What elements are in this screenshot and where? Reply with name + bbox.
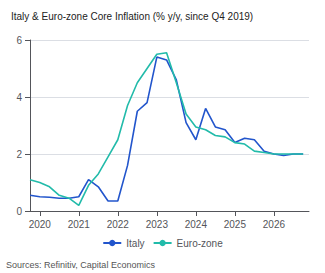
- svg-text:2022: 2022: [107, 219, 130, 230]
- svg-text:2021: 2021: [68, 219, 91, 230]
- svg-text:2024: 2024: [185, 219, 208, 230]
- svg-text:2025: 2025: [224, 219, 247, 230]
- svg-text:Italy & Euro-zone Core Inflati: Italy & Euro-zone Core Inflation (% y/y,…: [11, 11, 253, 22]
- svg-text:Euro-zone: Euro-zone: [177, 238, 224, 249]
- svg-text:2020: 2020: [29, 219, 52, 230]
- svg-text:2: 2: [16, 149, 22, 160]
- svg-text:2023: 2023: [146, 219, 169, 230]
- svg-text:2026: 2026: [263, 219, 286, 230]
- svg-text:0: 0: [16, 206, 22, 217]
- svg-text:4: 4: [16, 92, 22, 103]
- svg-text:Italy: Italy: [126, 238, 144, 249]
- svg-text:Sources: Refinitiv, Capital Ec: Sources: Refinitiv, Capital Economics: [6, 260, 155, 270]
- svg-text:6: 6: [16, 35, 22, 46]
